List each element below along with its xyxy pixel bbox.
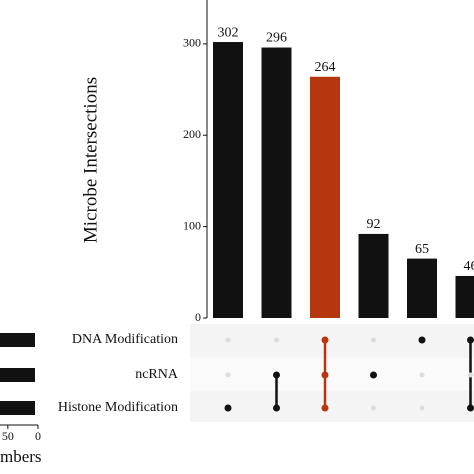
matrix-stripe <box>190 358 474 391</box>
bar <box>407 258 437 318</box>
set-tick-label: 0 <box>35 429 41 443</box>
matrix-dot <box>273 371 280 379</box>
matrix-dot <box>418 336 426 344</box>
bar <box>455 275 474 318</box>
matrix-dot <box>224 404 232 412</box>
matrix-dot <box>225 372 231 378</box>
set-label: ncRNA <box>135 367 179 382</box>
bar <box>261 47 292 318</box>
bar-value-label: 296 <box>266 31 287 46</box>
matrix-dot <box>371 337 376 343</box>
matrix-dot <box>467 336 474 344</box>
matrix-dot <box>467 404 474 412</box>
y-tick-label: 200 <box>183 127 201 141</box>
set-axis-label: mbers <box>0 447 42 466</box>
set-label: Histone Modification <box>58 400 178 415</box>
y-axis-label: Microbe Intersections <box>80 77 101 243</box>
set-tick-label: 50 <box>2 429 14 443</box>
matrix-dot <box>468 372 473 378</box>
set-bar <box>0 333 35 347</box>
matrix-dot <box>419 405 425 411</box>
bar <box>310 76 340 318</box>
matrix-dot <box>274 337 279 343</box>
matrix-dot <box>321 371 329 379</box>
matrix-dot <box>370 371 377 379</box>
y-tick-label: 300 <box>183 36 201 50</box>
matrix-dot <box>419 372 425 378</box>
bar-value-label: 46 <box>464 259 474 274</box>
bar-value-label: 302 <box>218 25 239 40</box>
bar <box>358 233 389 318</box>
bar-value-label: 264 <box>315 60 336 75</box>
set-label: DNA Modification <box>72 332 178 347</box>
matrix-dot <box>321 404 329 412</box>
matrix-dot <box>225 337 231 343</box>
bar-value-label: 92 <box>367 217 381 232</box>
matrix-dot <box>321 336 329 344</box>
bar <box>213 42 243 318</box>
set-bar <box>0 368 35 382</box>
y-tick-label: 0 <box>195 310 201 324</box>
y-tick-label: 100 <box>183 218 201 232</box>
matrix-dot <box>273 404 280 412</box>
matrix-dot <box>371 405 376 411</box>
bar-value-label: 65 <box>415 242 429 257</box>
set-bar <box>0 401 36 415</box>
